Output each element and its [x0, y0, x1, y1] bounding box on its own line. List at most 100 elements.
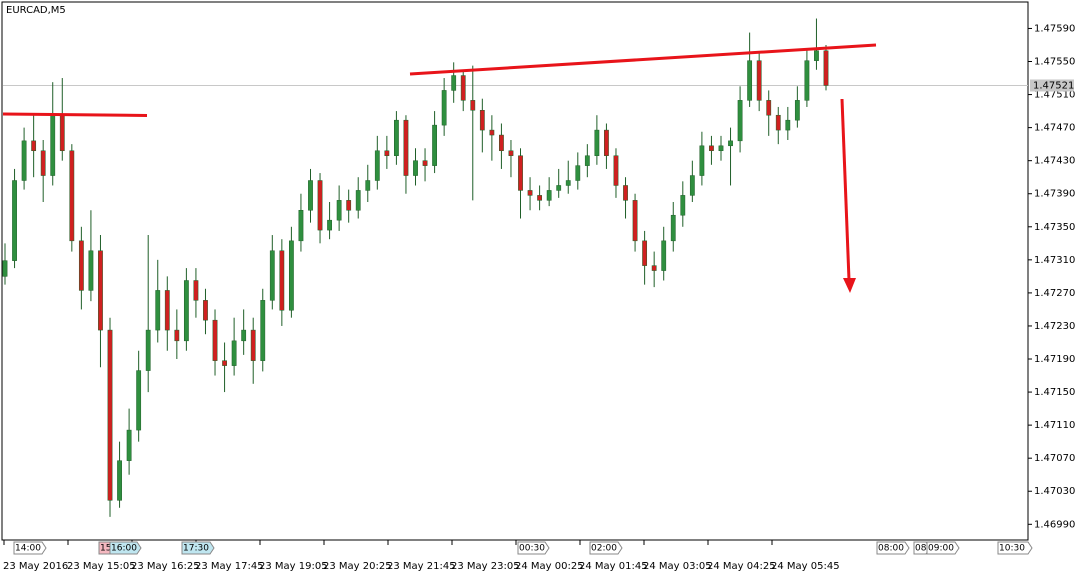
y-tick-label: 1.47270 [1034, 288, 1075, 299]
y-tick-label: 1.47190 [1034, 354, 1075, 365]
candle-body [308, 180, 313, 211]
candle-body [222, 360, 227, 366]
candle-body [21, 140, 27, 181]
x-tick-label: 24 May 01:45 [579, 561, 648, 572]
marker-box [589, 541, 623, 555]
candle-body [126, 429, 132, 461]
price-label: 1.47521 [1033, 80, 1074, 91]
candle-body [422, 160, 428, 166]
candle-body [709, 145, 714, 152]
x-tick-label: 24 May 00:25 [515, 561, 584, 572]
x-tick-label: 23 May 16:25 [131, 561, 200, 572]
candle-body [623, 185, 628, 201]
candle-body [527, 190, 533, 196]
candle-body [556, 185, 562, 191]
marker-label: 14:00 [15, 544, 41, 554]
marker-label: 08 [915, 544, 927, 554]
candle-body [193, 280, 199, 301]
y-tick-label: 1.47430 [1034, 156, 1075, 167]
candle-body [403, 119, 409, 176]
candle-body [565, 180, 571, 186]
y-tick-label: 1.47030 [1034, 486, 1075, 497]
candle-body [594, 129, 600, 156]
x-tick-label: 23 May 19:05 [259, 561, 328, 572]
y-tick-label: 1.47110 [1034, 420, 1075, 431]
x-tick-label: 23 May 2016 [3, 561, 68, 572]
candle-body [203, 300, 208, 321]
x-tick-label: 23 May 21:45 [387, 561, 456, 572]
candle-body [584, 155, 590, 166]
candle-body [489, 129, 495, 136]
marker-box [926, 541, 960, 555]
candle-body [508, 150, 514, 156]
layer: 1.46990 1.47030 1.47070 1.47110 1.47150 1.471… [2, 18, 1075, 572]
candle-body [317, 180, 323, 231]
marker-label: 16:00 [111, 544, 137, 554]
y-tick-label: 1.47390 [1034, 189, 1075, 200]
candle-body [145, 329, 151, 371]
candle-body [460, 75, 466, 101]
plot-frame [1, 1, 1029, 541]
candle-body [804, 60, 810, 101]
candle-body [785, 119, 791, 131]
candle-body [699, 145, 705, 176]
candle-body [12, 180, 17, 261]
candle-body [546, 190, 552, 201]
marker-box [109, 541, 142, 555]
y-tick-label: 1.47350 [1034, 222, 1075, 233]
candle-body [212, 319, 218, 361]
candle-body [651, 265, 657, 271]
candle-body [756, 60, 762, 101]
candle-body [518, 155, 523, 191]
candle-body [2, 260, 8, 277]
x-tick-label: 23 May 17:45 [195, 561, 264, 572]
candle-body [136, 370, 142, 431]
candle-body [747, 60, 753, 101]
candle-body [250, 329, 256, 361]
candle-body [499, 134, 504, 152]
x-tick-label: 24 May 05:45 [771, 561, 840, 572]
candle-body [269, 250, 275, 301]
marker-label: 15 [100, 544, 111, 554]
candle-body [479, 110, 485, 131]
candle-body [164, 290, 170, 331]
candle-body [298, 210, 304, 242]
y-tick-label: 1.46990 [1034, 519, 1075, 530]
candle-body [279, 250, 285, 311]
y-tick-label: 1.47310 [1034, 255, 1075, 266]
marker-label: 02:00 [591, 544, 617, 554]
candle-body [174, 329, 180, 342]
candle-body [231, 340, 237, 366]
arrow-shaft [840, 98, 851, 281]
candle-body [260, 300, 266, 361]
trend-line [409, 43, 877, 76]
candle-body [69, 150, 75, 242]
candle-body [823, 50, 829, 86]
marker-box [876, 541, 910, 555]
candle-body [718, 145, 724, 152]
candle-body [441, 90, 447, 126]
candle-body [346, 200, 352, 211]
candle-body [327, 219, 332, 231]
candle-body [241, 329, 247, 342]
candle-body [288, 240, 294, 311]
candle-body [728, 140, 733, 147]
marker-box [517, 541, 550, 555]
candle-body [31, 140, 37, 152]
candle-body [50, 114, 56, 176]
candle-body [355, 190, 361, 211]
candle-body [183, 280, 189, 342]
candle-body [575, 165, 581, 181]
candle-body [59, 114, 65, 152]
marker-label: 10:30 [999, 544, 1025, 554]
marker-label: 09:00 [928, 544, 954, 554]
candle-body [98, 250, 103, 331]
candle-body [680, 195, 686, 216]
candle-body [384, 150, 390, 156]
candle-body [394, 119, 399, 156]
y-tick-label: 1.47550 [1034, 57, 1075, 68]
candle-body [604, 129, 609, 156]
candle-body [766, 100, 772, 116]
x-tick-label: 24 May 04:25 [707, 561, 776, 572]
